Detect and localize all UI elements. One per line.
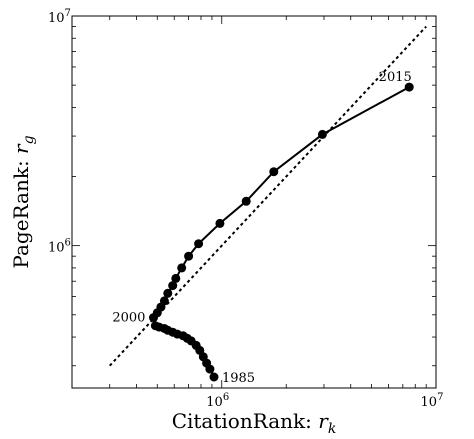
data-point — [168, 281, 178, 291]
data-point — [404, 82, 414, 92]
annotation-label: 2015 — [379, 70, 412, 85]
data-point — [150, 321, 160, 331]
axis-ticks: 106 107 106 107 — [48, 8, 443, 410]
data-point — [215, 218, 225, 228]
data-point — [241, 196, 251, 206]
data-point — [159, 296, 169, 306]
y-tick-label: 107 — [48, 8, 71, 26]
x-tick-label: 106 — [206, 392, 229, 410]
x-axis-title: CitationRank: rk — [172, 409, 337, 437]
data-point — [194, 239, 204, 249]
annotation-label: 1985 — [222, 371, 255, 386]
data-points — [149, 82, 414, 382]
y-axis-title: PageRank: rg — [9, 135, 37, 268]
data-point — [177, 263, 187, 273]
data-point — [209, 372, 219, 382]
series-line — [152, 86, 410, 378]
plot-frame — [71, 15, 437, 389]
annotation-label: 2000 — [112, 311, 145, 326]
reference-line — [108, 25, 427, 367]
x-tick-label: 107 — [421, 392, 444, 410]
annotations: 1985 2000 2015 — [112, 70, 411, 386]
y-tick-label: 106 — [48, 238, 71, 256]
data-point — [269, 167, 279, 177]
data-point — [184, 251, 194, 261]
data-point — [163, 288, 173, 298]
data-point — [171, 273, 181, 283]
data-point — [317, 129, 327, 139]
